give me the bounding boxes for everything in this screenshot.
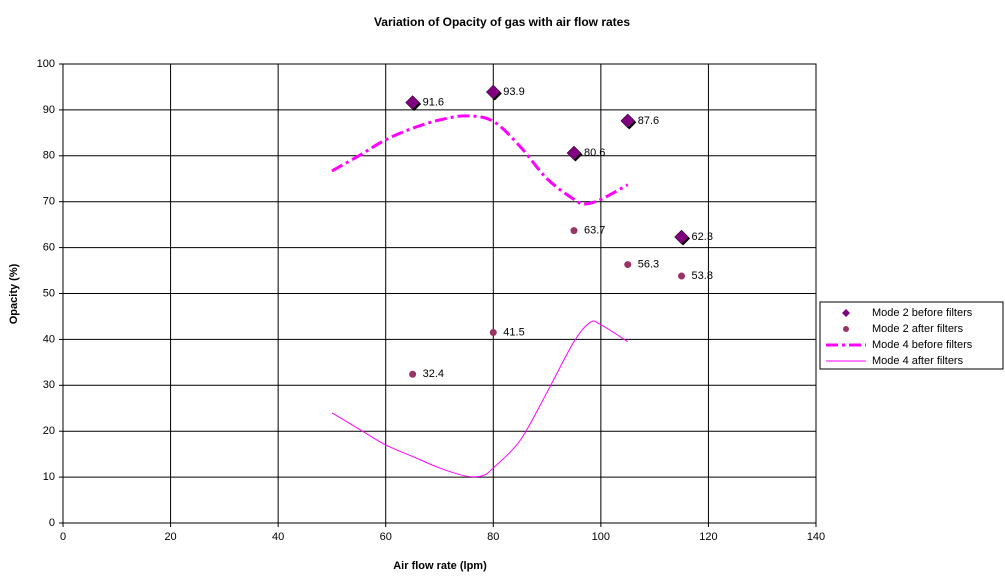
data-label: 41.5 bbox=[503, 326, 524, 338]
x-tick-label: 40 bbox=[272, 531, 284, 543]
line-series bbox=[331, 114, 629, 206]
y-tick-label: 100 bbox=[37, 58, 55, 70]
y-tick-label: 90 bbox=[43, 104, 55, 116]
y-tick-label: 10 bbox=[43, 471, 55, 483]
circle-marker bbox=[570, 227, 578, 235]
data-label: 87.6 bbox=[638, 115, 659, 127]
y-tick-label: 0 bbox=[49, 517, 55, 529]
circle-marker bbox=[409, 370, 417, 378]
data-label: 62.3 bbox=[692, 231, 713, 243]
x-axis-title: Air flow rate (lpm) bbox=[393, 560, 487, 572]
x-tick-label: 60 bbox=[380, 531, 392, 543]
legend-label: Mode 2 before filters bbox=[872, 307, 973, 319]
diamond-marker bbox=[674, 229, 689, 245]
legend-label: Mode 2 after filters bbox=[872, 323, 964, 335]
data-label: 93.9 bbox=[503, 86, 524, 98]
data-label: 56.3 bbox=[638, 258, 659, 270]
circle-marker bbox=[624, 261, 632, 269]
x-tick-label: 80 bbox=[487, 531, 499, 543]
legend-swatch bbox=[843, 326, 849, 332]
y-tick-label: 20 bbox=[43, 425, 55, 437]
y-axis-title: Opacity (%) bbox=[8, 263, 20, 324]
y-tick-label: 60 bbox=[43, 242, 55, 254]
diamond-marker bbox=[620, 113, 636, 129]
y-tick-label: 50 bbox=[43, 287, 55, 299]
y-tick-label: 40 bbox=[43, 333, 55, 345]
x-tick-label: 20 bbox=[164, 531, 176, 543]
diamond-marker bbox=[485, 84, 501, 100]
y-tick-label: 70 bbox=[43, 196, 55, 208]
circle-marker bbox=[678, 272, 686, 280]
x-tick-label: 140 bbox=[807, 531, 825, 543]
x-tick-label: 100 bbox=[592, 531, 610, 543]
x-tick-label: 0 bbox=[60, 531, 66, 543]
legend-label: Mode 4 after filters bbox=[872, 355, 964, 367]
x-tick-label: 120 bbox=[699, 531, 717, 543]
diamond-marker bbox=[566, 145, 582, 161]
data-label: 80.6 bbox=[584, 147, 605, 159]
y-tick-label: 80 bbox=[43, 150, 55, 162]
data-label: 63.7 bbox=[584, 225, 605, 237]
legend-label: Mode 4 before filters bbox=[872, 339, 973, 351]
chart-title: Variation of Opacity of gas with air flo… bbox=[374, 15, 630, 29]
data-label: 32.4 bbox=[423, 368, 444, 380]
circle-marker bbox=[489, 329, 497, 337]
diamond-marker bbox=[405, 95, 420, 110]
data-label: 53.8 bbox=[692, 270, 713, 282]
y-tick-label: 30 bbox=[43, 379, 55, 391]
legend-box bbox=[819, 301, 1004, 370]
line-series bbox=[331, 320, 629, 478]
plot-border bbox=[62, 63, 817, 524]
data-label: 91.6 bbox=[423, 96, 444, 108]
legend-swatch bbox=[842, 309, 850, 317]
